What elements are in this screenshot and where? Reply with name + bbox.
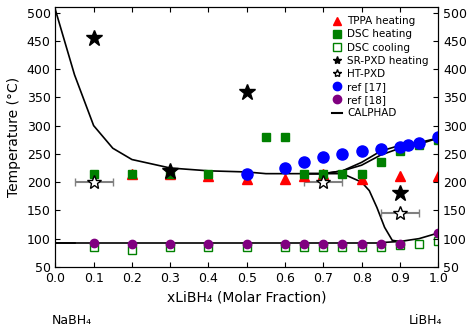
Y-axis label: Temperature (°C): Temperature (°C) xyxy=(7,77,21,197)
Legend: TPPA heating, DSC heating, DSC cooling, SR-PXD heating, HT-PXD, ref [17], ref [1: TPPA heating, DSC heating, DSC cooling, … xyxy=(328,12,433,122)
Text: LiBH₄: LiBH₄ xyxy=(409,314,442,327)
X-axis label: xLiBH₄ (Molar Fraction): xLiBH₄ (Molar Fraction) xyxy=(167,290,327,304)
Text: NaBH₄: NaBH₄ xyxy=(52,314,91,327)
